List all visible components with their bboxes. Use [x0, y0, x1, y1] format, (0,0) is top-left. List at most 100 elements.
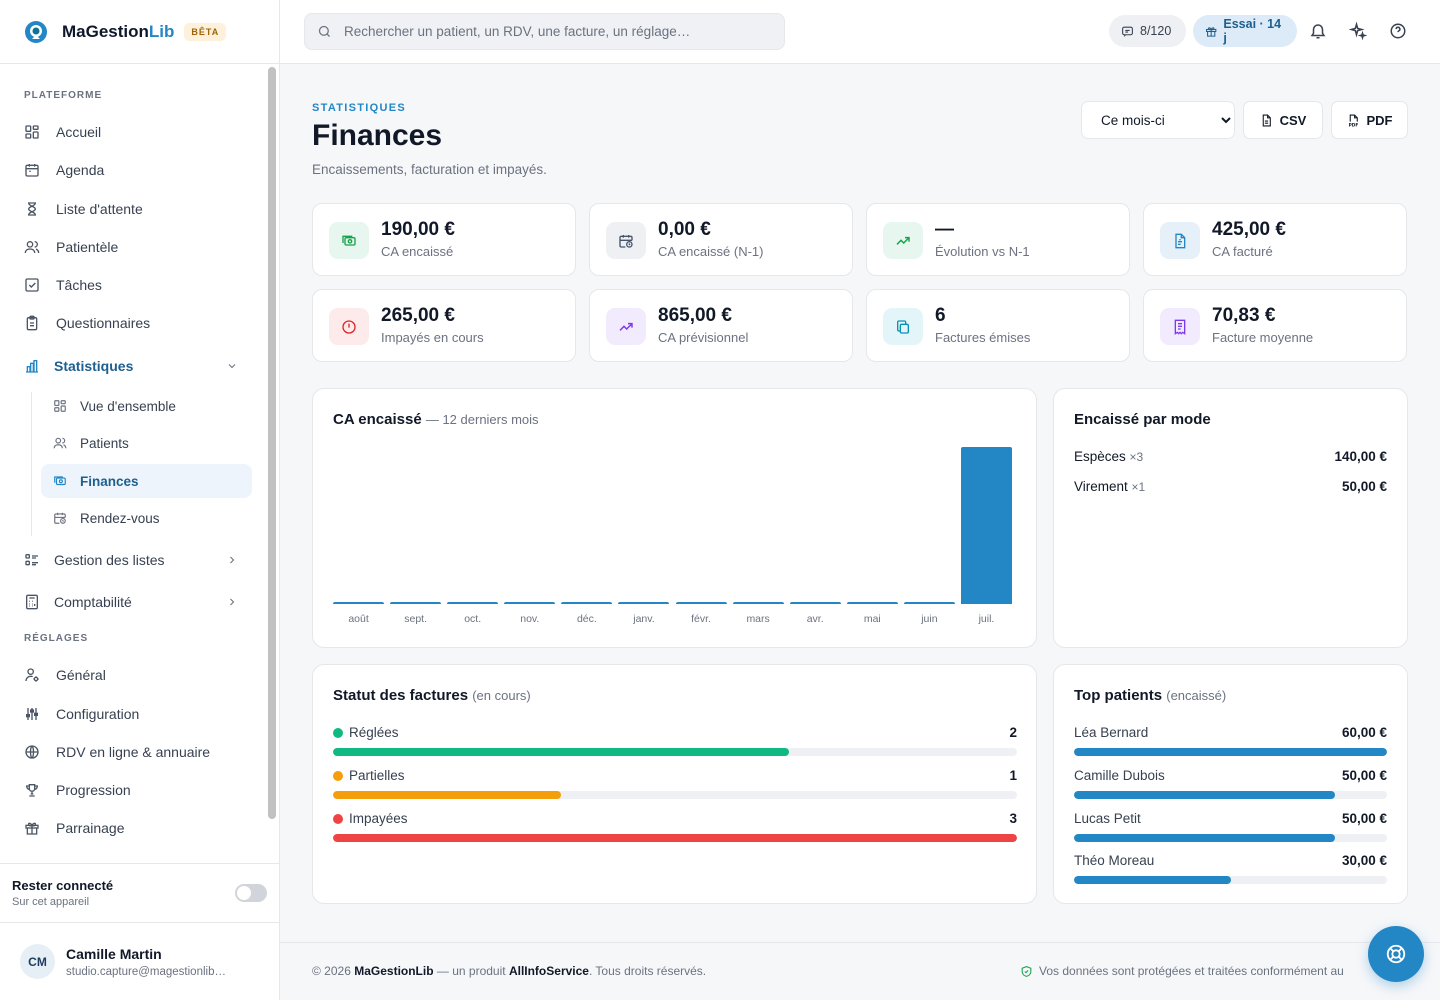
kpi-value: 425,00 €	[1212, 219, 1286, 240]
chart-bar[interactable]	[960, 447, 1012, 604]
chart-bar[interactable]	[789, 602, 841, 604]
top-patient-row[interactable]: Camille Dubois 50,00 €	[1074, 768, 1387, 800]
sidebar-subitem-overview[interactable]: Vue d'ensemble	[41, 389, 252, 423]
cash-icon	[341, 233, 357, 249]
export-csv-button[interactable]: CSV	[1243, 101, 1323, 139]
kpi-label: CA encaissé (N-1)	[658, 244, 764, 259]
sidebar-scrollbar-thumb[interactable]	[268, 67, 276, 819]
status-progress-fill	[333, 834, 1017, 842]
patient-progress-fill	[1074, 876, 1231, 884]
hourglass-icon	[24, 201, 40, 217]
sidebar-item-accounting[interactable]: Comptabilité	[24, 585, 252, 619]
sidebar-subitem-patients[interactable]: Patients	[41, 426, 252, 460]
chart-bar[interactable]	[732, 602, 784, 604]
page-eyebrow: STATISTIQUES	[312, 102, 407, 114]
sidebar-scrollbar[interactable]	[265, 64, 279, 863]
chart-bar[interactable]	[390, 602, 442, 604]
card-title: CA encaissé — 12 derniers mois	[333, 411, 539, 428]
sidebar-item-label: Liste d'attente	[56, 201, 143, 217]
patient-name: Lucas Petit	[1074, 811, 1141, 826]
grid-icon	[24, 124, 40, 140]
kpi-icon-box	[329, 308, 369, 345]
submenu-guide-line	[31, 392, 32, 536]
status-track	[333, 834, 1017, 842]
sidebar-item-progression[interactable]: Progression	[24, 773, 252, 807]
top-patient-row[interactable]: Théo Moreau 30,00 €	[1074, 853, 1387, 885]
chart-bar[interactable]	[333, 602, 385, 604]
checkbox-icon	[24, 277, 40, 293]
brand[interactable]: MaGestionLib BÊTA	[0, 0, 279, 64]
users-icon	[24, 239, 40, 255]
sidebar-item-patientele[interactable]: Patientèle	[24, 230, 252, 264]
chart-bar[interactable]	[447, 602, 499, 604]
export-pdf-button[interactable]: PDF	[1331, 101, 1408, 139]
trend-up-icon	[895, 233, 911, 249]
sidebar-item-questionnaires[interactable]: Questionnaires	[24, 306, 252, 340]
sidebar-item-statistiques[interactable]: Statistiques	[24, 349, 252, 383]
chart-x-tick-label: oct.	[464, 613, 482, 625]
footer-company-link[interactable]: AllInfoService	[508, 964, 589, 978]
sidebar-item-referral[interactable]: Parrainage	[24, 811, 252, 845]
footer-privacy: Vos données sont protégées et traitées c…	[1020, 964, 1344, 978]
sparkle-icon[interactable]	[1349, 22, 1367, 40]
payment-mode-row: Espèces ×3 140,00 €	[1074, 449, 1387, 464]
status-progress-fill	[333, 748, 789, 756]
sidebar-subitem-label: Finances	[80, 473, 139, 489]
csv-label: CSV	[1279, 112, 1307, 128]
patient-track	[1074, 876, 1387, 884]
cash-icon	[53, 474, 67, 488]
user-email: studio.capture@magestionlib…	[66, 965, 226, 978]
kpi-label: Facture moyenne	[1212, 330, 1314, 345]
user-profile[interactable]: CM Camille Martin studio.capture@magesti…	[0, 923, 280, 1000]
kpi-value: 190,00 €	[381, 219, 455, 240]
help-icon[interactable]	[1389, 22, 1407, 40]
chart-bar[interactable]	[618, 602, 670, 604]
payment-mode-label: Virement	[1074, 479, 1128, 494]
stay-connected-toggle[interactable]	[235, 884, 267, 902]
chart-bar[interactable]	[561, 602, 613, 604]
sidebar-item-lists[interactable]: Gestion des listes	[24, 543, 252, 577]
sidebar-item-accueil[interactable]: Accueil	[24, 115, 252, 149]
trial-pill[interactable]: Essai · 14 j	[1193, 15, 1297, 47]
sidebar-item-waitlist[interactable]: Liste d'attente	[24, 192, 252, 226]
search-input[interactable]	[344, 24, 744, 39]
status-title: Statut des factures	[333, 687, 469, 704]
status-dot	[333, 727, 343, 738]
payment-mode-label: Espèces	[1074, 449, 1126, 464]
global-search[interactable]	[304, 13, 785, 50]
chart-x-tick-label: juin	[921, 613, 938, 625]
file-invoice-icon	[1172, 233, 1188, 249]
chart-bar[interactable]	[675, 602, 727, 604]
users-icon	[53, 436, 67, 450]
sidebar-item-general[interactable]: Général	[24, 658, 252, 692]
card-title: Encaissé par mode	[1074, 411, 1211, 428]
sidebar-item-online-booking[interactable]: RDV en ligne & annuaire	[24, 735, 252, 769]
sidebar-subitem-finances[interactable]: Finances	[41, 464, 252, 498]
top-patient-row[interactable]: Lucas Petit 50,00 €	[1074, 811, 1387, 843]
user-gear-icon	[24, 667, 40, 683]
sidebar-item-configuration[interactable]: Configuration	[24, 697, 252, 731]
sidebar-item-agenda[interactable]: Agenda	[24, 153, 252, 187]
sms-counter-pill[interactable]: 8/120	[1109, 15, 1186, 47]
period-select[interactable]: Ce mois-ci	[1081, 101, 1235, 139]
trophy-icon	[24, 782, 40, 798]
chart-bar[interactable]	[846, 602, 898, 604]
sidebar-item-label: Agenda	[56, 162, 105, 178]
sidebar-subitem-appointments[interactable]: Rendez-vous	[41, 501, 252, 535]
chart-x-tick-label: mars	[746, 613, 770, 625]
chevron-down-icon	[226, 360, 238, 372]
sidebar-item-label: Parrainage	[56, 820, 125, 836]
kpi-label: Factures émises	[935, 330, 1031, 345]
top-patient-row[interactable]: Léa Bernard 60,00 €	[1074, 725, 1387, 757]
bell-icon[interactable]	[1309, 22, 1327, 40]
trend-up-icon	[618, 319, 634, 335]
sidebar-item-taches[interactable]: Tâches	[24, 268, 252, 302]
kpi-label: Évolution vs N-1	[935, 244, 1030, 259]
chart-bar[interactable]	[903, 602, 955, 604]
copy-icon	[895, 319, 911, 335]
status-subtitle: (en cours)	[472, 688, 531, 703]
support-fab-button[interactable]	[1368, 926, 1424, 982]
patient-amount: 30,00 €	[1341, 853, 1387, 868]
chart-bar[interactable]	[504, 602, 556, 604]
file-icon	[1260, 114, 1273, 127]
